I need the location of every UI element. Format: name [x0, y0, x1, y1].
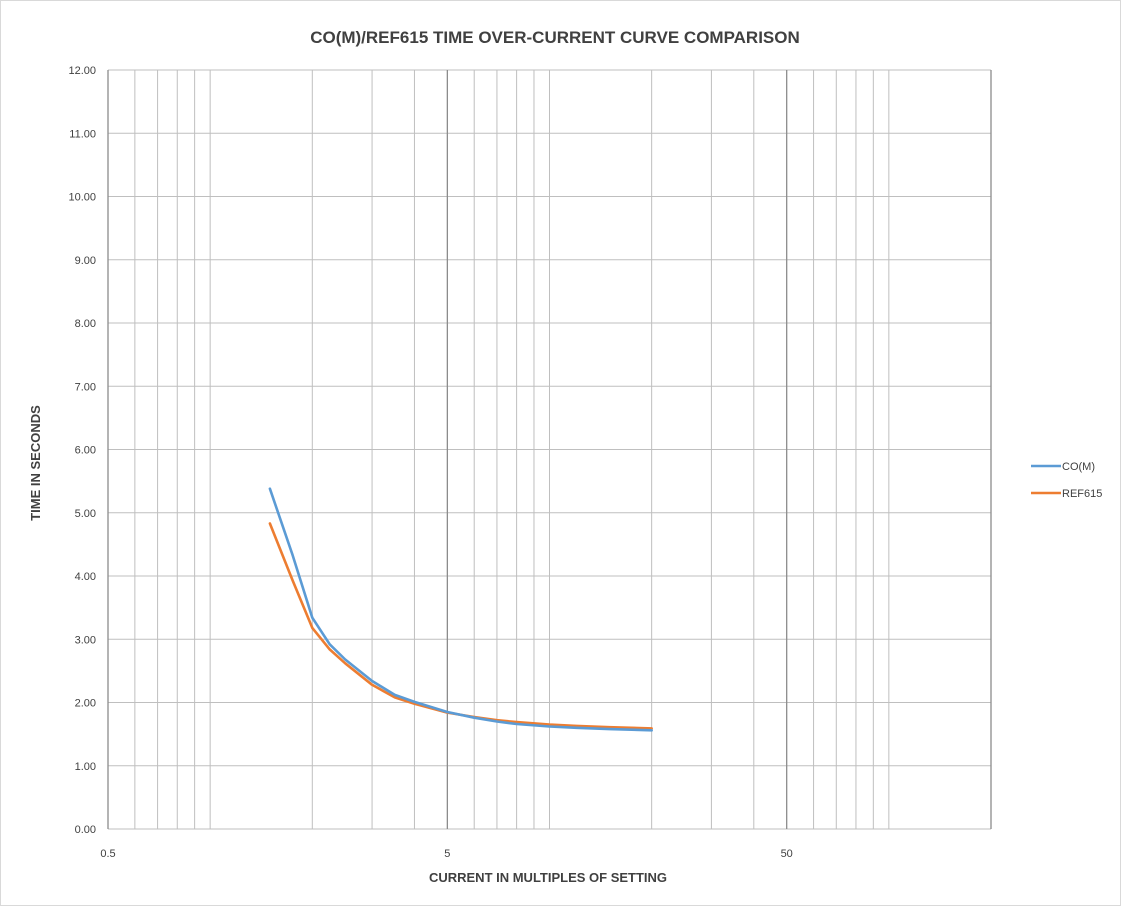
x-tick-labels: 0.5 5 50	[100, 848, 792, 860]
y-tick-label: 5.00	[75, 508, 96, 520]
y-tick-label: 7.00	[75, 381, 96, 393]
x-axis-title: CURRENT IN MULTIPLES OF SETTING	[429, 870, 667, 885]
legend-label: REF615	[1062, 488, 1102, 500]
y-tick-label: 10.00	[68, 192, 96, 204]
y-tick-label: 8.00	[75, 318, 96, 330]
y-tick-label: 4.00	[75, 571, 96, 583]
chart-title: CO(M)/REF615 TIME OVER-CURRENT CURVE COM…	[310, 28, 800, 47]
y-tick-label: 1.00	[75, 761, 96, 773]
x-tick-label: 5	[444, 848, 450, 860]
y-tick-label: 3.00	[75, 634, 96, 646]
y-tick-label: 6.00	[75, 445, 96, 457]
y-tick-labels: 0.00 1.00 2.00 3.00 4.00 5.00 6.00 7.00 8.00 9.00…	[68, 65, 96, 836]
y-tick-label: 12.00	[68, 65, 96, 77]
x-tick-label: 0.5	[100, 848, 115, 860]
y-tick-label: 2.00	[75, 698, 96, 710]
legend: CO(M) REF615	[1031, 461, 1102, 500]
y-axis-title: TIME IN SECONDS	[28, 405, 43, 521]
x-tick-label: 50	[781, 848, 793, 860]
legend-label: CO(M)	[1062, 461, 1095, 473]
series-lines	[268, 487, 654, 732]
y-tick-label: 0.00	[75, 824, 96, 836]
series-line-co-m	[268, 487, 654, 732]
y-tick-label: 11.00	[69, 128, 96, 140]
grid	[107, 69, 992, 830]
y-tick-label: 9.00	[75, 255, 96, 267]
